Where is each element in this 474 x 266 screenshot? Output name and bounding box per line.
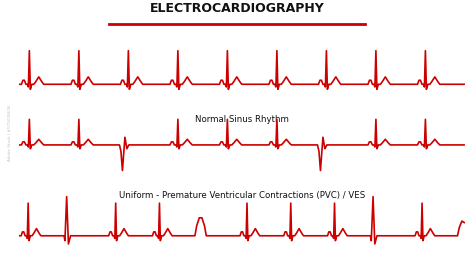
Text: Adobe Stock | #575038636: Adobe Stock | #575038636 bbox=[7, 105, 11, 161]
Text: ELECTROCARDIOGRAPHY: ELECTROCARDIOGRAPHY bbox=[150, 2, 324, 15]
Text: Normal Sinus Rhythm: Normal Sinus Rhythm bbox=[195, 115, 289, 124]
Text: Uniform - Premature Ventricular Contractions (PVC) / VES: Uniform - Premature Ventricular Contract… bbox=[118, 191, 365, 200]
